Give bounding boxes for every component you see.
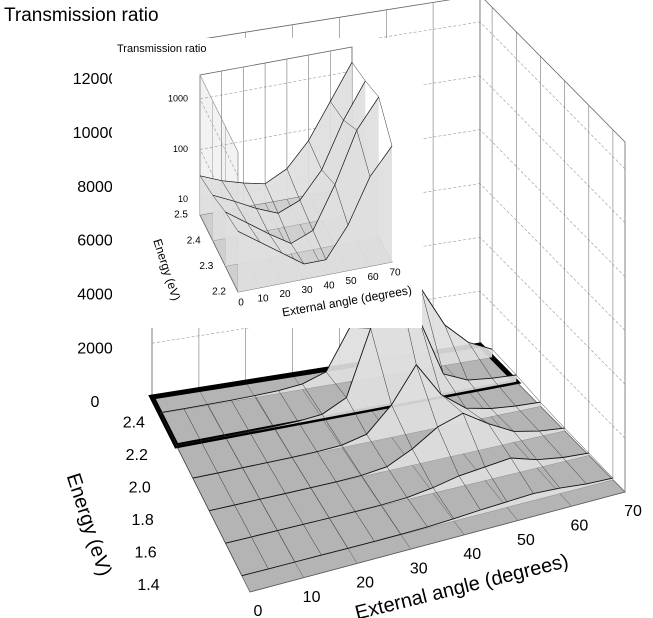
- z-tick-label: 10: [178, 194, 188, 204]
- surface-cross-line: [254, 395, 349, 549]
- surface-line: [199, 62, 353, 185]
- surface-cross-line: [231, 400, 322, 556]
- y-tick-label: 1.4: [137, 577, 159, 594]
- y-tick-label: 1.8: [132, 512, 154, 529]
- x-tick-label: 20: [279, 289, 291, 300]
- surface-cross-line: [330, 101, 371, 177]
- surface-cross-line: [159, 412, 243, 576]
- surface-cross-line: [349, 327, 455, 519]
- grid-line: [479, 21, 626, 170]
- y-tick-label: 2.2: [212, 287, 226, 298]
- y-tick-label: 2.4: [187, 235, 201, 246]
- surface-cross-line: [286, 168, 327, 260]
- x-tick-label: 60: [367, 272, 379, 283]
- surface-cross-line: [308, 140, 349, 226]
- surface-cross-line: [302, 383, 402, 535]
- surface-cross-line: [243, 182, 283, 254]
- z-tick-label: 10000: [73, 125, 118, 142]
- x-tick-label: 10: [257, 293, 269, 304]
- x-axis-title: External angle (degrees): [353, 550, 571, 618]
- z-tick-label: 100: [173, 144, 188, 154]
- x-tick-label: 60: [571, 518, 589, 535]
- grid-line: [479, 290, 626, 439]
- grid-line: [479, 129, 626, 277]
- x-tick-label: 30: [301, 285, 313, 296]
- z-tick-label: 4000: [77, 287, 113, 304]
- surface-cross-line: [420, 288, 534, 494]
- x-tick-label: 0: [238, 298, 244, 309]
- x-tick-label: 50: [517, 532, 535, 549]
- surface-fill: [176, 270, 517, 446]
- grid-line: [199, 98, 239, 177]
- y-tick-label: 1.6: [134, 544, 156, 561]
- surface-cross-line: [207, 404, 296, 563]
- z-tick-label: 0: [91, 394, 100, 411]
- surface-fill: [238, 146, 392, 292]
- y-tick-label: 2.3: [199, 261, 213, 272]
- z-tick-label: 2000: [77, 340, 113, 357]
- y-tick-label: 2.4: [123, 414, 145, 431]
- surface-cross-line: [221, 180, 261, 243]
- surface-cross-line: [183, 408, 269, 570]
- z-tick-label: 1000: [168, 93, 188, 103]
- x-tick-label: 70: [389, 268, 401, 279]
- surface-fill: [225, 97, 379, 267]
- surface-fill: [225, 453, 589, 544]
- surface-cross-line: [491, 349, 614, 479]
- x-tick-label: 20: [356, 575, 374, 592]
- z-tick-label: 6000: [77, 233, 113, 250]
- y-tick-label: 2.0: [129, 479, 151, 496]
- surface-cross-line: [199, 175, 239, 232]
- surface-cross-line: [444, 324, 561, 489]
- chart-title: Transmission ratio: [4, 5, 159, 26]
- y-tick-label: 2.2: [126, 447, 148, 464]
- y-tick-label: 2.5: [174, 210, 188, 221]
- surface-line: [225, 96, 379, 244]
- x-tick-label: 50: [345, 276, 357, 287]
- surface-fill: [200, 62, 352, 216]
- x-tick-label: 30: [410, 560, 428, 577]
- z-tick-label: 8000: [77, 179, 113, 196]
- x-tick-label: 40: [323, 280, 335, 291]
- z-tick-label: 12000: [73, 71, 118, 88]
- x-tick-label: 10: [303, 589, 321, 606]
- inset-title: Transmission ratio: [117, 43, 206, 55]
- surface-cross-line: [468, 342, 587, 485]
- x-tick-label: 40: [463, 546, 481, 563]
- x-tick-label: 70: [624, 503, 642, 520]
- surface-fill: [209, 413, 565, 511]
- grid-line: [479, 237, 626, 385]
- grid-line: [479, 183, 626, 331]
- grid-line: [199, 70, 353, 100]
- y-axis-title: Energy (eV): [62, 471, 116, 579]
- grid-line: [479, 75, 626, 224]
- surface-line: [237, 145, 393, 265]
- surface-cross-line: [325, 371, 428, 528]
- x-tick-label: 0: [254, 603, 263, 618]
- surface-line: [212, 80, 366, 214]
- surface-cross-line: [351, 62, 393, 147]
- surface-cross-line: [264, 183, 305, 265]
- surface-cross-line: [278, 390, 375, 542]
